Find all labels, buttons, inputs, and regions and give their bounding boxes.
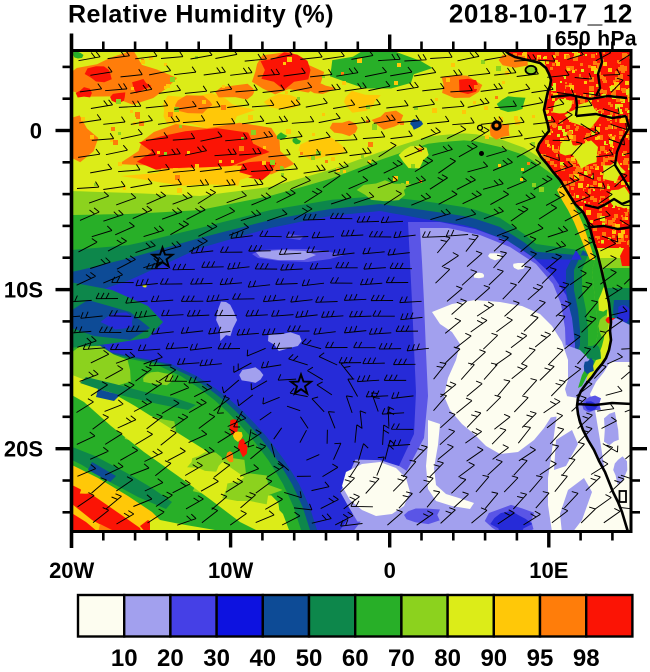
svg-text:20W: 20W [49, 558, 94, 583]
svg-text:95: 95 [527, 645, 554, 667]
svg-text:10W: 10W [208, 558, 253, 583]
svg-text:80: 80 [434, 645, 461, 667]
svg-text:90: 90 [480, 645, 507, 667]
svg-text:10S: 10S [4, 278, 43, 303]
svg-text:650 hPa: 650 hPa [555, 28, 637, 51]
svg-text:20: 20 [157, 645, 184, 667]
svg-text:50: 50 [296, 645, 323, 667]
svg-text:30: 30 [203, 645, 230, 667]
svg-text:0: 0 [384, 558, 396, 583]
svg-text:10: 10 [111, 645, 138, 667]
svg-text:2018-10-17_12: 2018-10-17_12 [449, 0, 633, 29]
svg-text:Relative Humidity (%): Relative Humidity (%) [68, 1, 334, 29]
svg-text:70: 70 [388, 645, 415, 667]
svg-text:40: 40 [249, 645, 276, 667]
svg-text:20S: 20S [4, 437, 43, 462]
svg-text:60: 60 [342, 645, 369, 667]
svg-text:0: 0 [30, 119, 42, 144]
svg-text:10E: 10E [529, 558, 568, 583]
svg-text:98: 98 [573, 645, 600, 667]
